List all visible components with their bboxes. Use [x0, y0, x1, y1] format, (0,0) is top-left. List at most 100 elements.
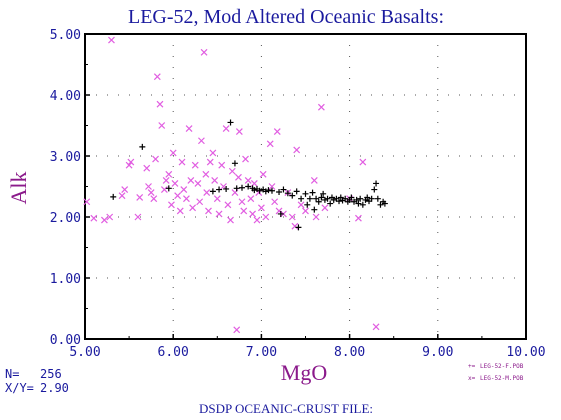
data-point [242, 155, 249, 163]
data-point [381, 200, 388, 207]
data-point [276, 188, 283, 195]
data-point [364, 194, 371, 201]
data-point [359, 201, 366, 208]
data-point [183, 195, 190, 203]
y-tick-label: 3.00 [50, 150, 81, 165]
data-point [162, 176, 170, 184]
data-point [257, 204, 265, 212]
data-point [373, 180, 380, 187]
data-point [209, 149, 217, 157]
data-point [291, 222, 299, 230]
data-point [224, 201, 232, 209]
data-point [312, 213, 320, 221]
plot-frame [84, 33, 527, 340]
data-point [245, 183, 252, 190]
data-points [83, 36, 388, 334]
data-point [277, 210, 284, 217]
data-point [240, 207, 248, 215]
data-point [231, 160, 238, 167]
data-point [251, 187, 258, 194]
data-point [145, 183, 152, 190]
data-point [313, 195, 320, 202]
data-point [233, 185, 240, 192]
data-point [136, 194, 144, 201]
data-point [357, 195, 364, 202]
data-point [293, 146, 301, 154]
data-point [273, 128, 281, 136]
data-point [371, 186, 378, 193]
data-point [206, 158, 214, 166]
data-point [304, 201, 311, 208]
data-point [218, 161, 226, 169]
data-point [194, 180, 202, 187]
data-point [171, 180, 179, 187]
data-point [227, 216, 234, 224]
n-label: N= [5, 367, 19, 381]
data-point [168, 201, 175, 209]
data-point [108, 36, 115, 44]
data-point [280, 186, 287, 193]
data-point [106, 213, 114, 221]
data-point [354, 214, 362, 222]
legend: += LEG-52-F.POB x= LEG-52-M.POB [468, 363, 524, 382]
y-axis-label: Alk [6, 172, 31, 205]
data-point [185, 125, 193, 132]
data-point [209, 188, 216, 195]
y-tick-label: 4.00 [50, 89, 81, 104]
data-point [256, 187, 263, 194]
data-point [355, 200, 362, 207]
data-point [262, 213, 270, 221]
legend-entry-0: LEG-52-F.POB [480, 363, 524, 370]
data-point [297, 201, 305, 209]
x-tick-label: 8.00 [334, 345, 365, 360]
data-point [152, 155, 159, 163]
data-point [268, 187, 275, 194]
x-tick-label: 10.00 [506, 345, 545, 360]
data-point [205, 207, 212, 215]
data-point [110, 193, 117, 200]
data-point [200, 48, 208, 56]
data-point [134, 213, 142, 221]
data-point [295, 224, 302, 231]
x-tick-label: 9.00 [422, 345, 453, 360]
data-point [203, 189, 211, 197]
y-tick-label: 5.00 [50, 28, 81, 43]
data-point [284, 190, 291, 197]
data-point [321, 196, 328, 203]
data-point [330, 196, 337, 203]
data-point [353, 196, 360, 203]
data-point [253, 216, 261, 224]
data-point [176, 207, 184, 215]
data-point [342, 195, 349, 202]
data-point [197, 137, 205, 145]
chart-title: LEG-52, Mod Altered Oceanic Basalts: [128, 6, 444, 28]
data-point [191, 161, 199, 169]
data-point [121, 186, 129, 193]
data-point [158, 122, 166, 129]
data-point [337, 194, 344, 201]
data-point [348, 194, 355, 201]
data-point [118, 192, 126, 200]
data-point [315, 198, 322, 205]
data-point [227, 119, 234, 126]
data-point [147, 189, 155, 197]
data-point [216, 186, 223, 193]
data-point [211, 176, 219, 184]
data-point [187, 176, 195, 184]
data-point [202, 170, 210, 178]
data-point [156, 100, 164, 108]
data-point [266, 140, 274, 148]
data-point [320, 190, 327, 197]
data-point [160, 186, 168, 193]
data-point [83, 198, 91, 206]
footer-caption: DSDP OCEANIC-CRUST FILE: [199, 401, 373, 416]
data-point [233, 326, 241, 334]
legend-entry-1: LEG-52-M.POB [480, 375, 524, 382]
xy-ratio-label: X/Y= [5, 381, 34, 395]
data-point [372, 323, 380, 331]
grid-lines [85, 34, 526, 339]
data-point [310, 176, 318, 184]
data-point [238, 184, 245, 191]
data-point [189, 204, 197, 212]
data-point [259, 170, 267, 178]
